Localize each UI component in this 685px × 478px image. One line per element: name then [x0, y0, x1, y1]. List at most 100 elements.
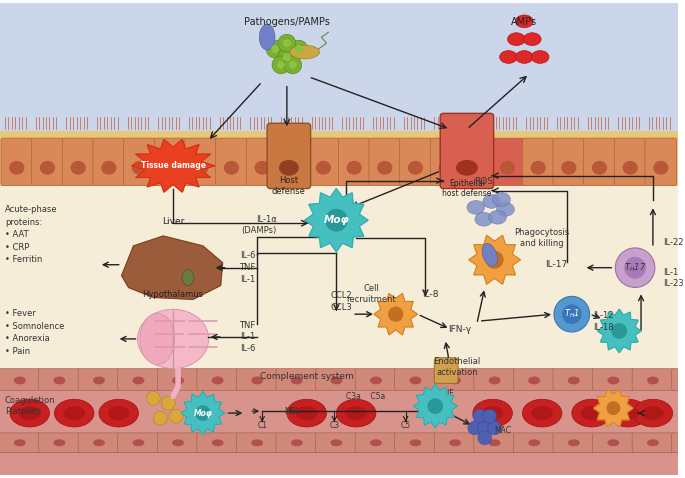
Ellipse shape — [290, 45, 319, 59]
Ellipse shape — [212, 439, 223, 446]
Ellipse shape — [499, 51, 517, 64]
Ellipse shape — [475, 212, 493, 226]
Ellipse shape — [140, 313, 175, 365]
Text: Pathogens/PAMPs: Pathogens/PAMPs — [244, 17, 329, 27]
Ellipse shape — [561, 161, 577, 174]
Circle shape — [562, 304, 582, 324]
Ellipse shape — [63, 406, 85, 420]
FancyBboxPatch shape — [276, 369, 318, 391]
Ellipse shape — [99, 399, 138, 427]
Ellipse shape — [408, 161, 423, 174]
Text: IL-17: IL-17 — [545, 260, 568, 269]
Ellipse shape — [14, 377, 26, 384]
Circle shape — [427, 398, 443, 414]
Ellipse shape — [71, 161, 86, 174]
FancyBboxPatch shape — [154, 138, 186, 185]
Text: Endothelial
activation: Endothelial activation — [434, 357, 481, 377]
Circle shape — [554, 296, 590, 332]
Ellipse shape — [40, 161, 55, 174]
Text: $T_H$1: $T_H$1 — [564, 308, 580, 320]
FancyBboxPatch shape — [236, 369, 278, 391]
FancyBboxPatch shape — [216, 138, 247, 185]
FancyBboxPatch shape — [632, 433, 673, 453]
Ellipse shape — [482, 243, 497, 266]
FancyBboxPatch shape — [492, 138, 523, 185]
FancyBboxPatch shape — [158, 369, 199, 391]
FancyBboxPatch shape — [277, 138, 309, 185]
FancyBboxPatch shape — [672, 369, 685, 391]
Ellipse shape — [9, 161, 25, 174]
Bar — [0, 131, 677, 185]
Ellipse shape — [162, 161, 178, 174]
Text: C5: C5 — [401, 422, 410, 431]
Ellipse shape — [467, 200, 485, 214]
FancyBboxPatch shape — [514, 433, 555, 453]
Ellipse shape — [53, 377, 65, 384]
Ellipse shape — [532, 51, 549, 64]
Bar — [0, 453, 677, 476]
Ellipse shape — [330, 439, 342, 446]
Ellipse shape — [291, 439, 303, 446]
Ellipse shape — [532, 406, 553, 420]
Ellipse shape — [528, 439, 540, 446]
FancyBboxPatch shape — [276, 433, 318, 453]
Circle shape — [473, 409, 487, 423]
Polygon shape — [374, 293, 417, 335]
Text: Moφ: Moφ — [323, 215, 349, 225]
Bar — [0, 433, 677, 453]
Polygon shape — [593, 390, 633, 427]
FancyBboxPatch shape — [474, 369, 515, 391]
Circle shape — [195, 405, 210, 421]
Ellipse shape — [10, 399, 49, 427]
Circle shape — [147, 391, 160, 405]
Ellipse shape — [633, 399, 673, 427]
FancyBboxPatch shape — [514, 369, 555, 391]
Text: Host
defense: Host defense — [272, 176, 306, 196]
Ellipse shape — [653, 161, 669, 174]
Text: MAC: MAC — [495, 426, 512, 435]
Circle shape — [169, 409, 183, 423]
Ellipse shape — [172, 377, 184, 384]
Ellipse shape — [493, 193, 510, 206]
Bar — [0, 369, 677, 453]
Ellipse shape — [347, 161, 362, 174]
Ellipse shape — [410, 377, 421, 384]
FancyBboxPatch shape — [399, 138, 432, 185]
FancyBboxPatch shape — [247, 138, 278, 185]
Text: Coagulation
Platelets: Coagulation Platelets — [5, 396, 55, 416]
Ellipse shape — [647, 439, 659, 446]
Text: Phagocytosis
and killing: Phagocytosis and killing — [514, 228, 570, 248]
Text: Acute-phase
proteins:
• AAT
• CRP
• Ferritin: Acute-phase proteins: • AAT • CRP • Ferr… — [5, 206, 58, 264]
Circle shape — [325, 209, 348, 232]
FancyBboxPatch shape — [267, 123, 310, 188]
Circle shape — [278, 48, 296, 66]
Ellipse shape — [568, 377, 580, 384]
Ellipse shape — [473, 399, 512, 427]
Polygon shape — [181, 391, 225, 435]
FancyBboxPatch shape — [584, 138, 615, 185]
Ellipse shape — [438, 161, 453, 174]
Text: $T_H$17: $T_H$17 — [624, 261, 646, 274]
Ellipse shape — [572, 399, 611, 427]
Text: CCL2
CCL3: CCL2 CCL3 — [330, 292, 352, 312]
Ellipse shape — [251, 439, 263, 446]
FancyBboxPatch shape — [62, 138, 94, 185]
Ellipse shape — [500, 161, 515, 174]
Ellipse shape — [515, 51, 533, 64]
Text: Complement system: Complement system — [260, 372, 353, 381]
FancyBboxPatch shape — [440, 113, 494, 188]
FancyBboxPatch shape — [632, 369, 673, 391]
Text: TNF
IL-1
IL-6: TNF IL-1 IL-6 — [239, 321, 256, 353]
Ellipse shape — [93, 377, 105, 384]
Circle shape — [278, 34, 296, 52]
Circle shape — [606, 401, 620, 415]
Circle shape — [478, 431, 492, 445]
Ellipse shape — [316, 161, 331, 174]
Text: TNF
IL-1: TNF IL-1 — [440, 389, 455, 408]
FancyBboxPatch shape — [78, 369, 120, 391]
Text: IL-22: IL-22 — [663, 239, 684, 248]
Ellipse shape — [132, 161, 147, 174]
Ellipse shape — [488, 210, 506, 224]
Text: MBL: MBL — [284, 407, 300, 416]
Ellipse shape — [251, 377, 263, 384]
